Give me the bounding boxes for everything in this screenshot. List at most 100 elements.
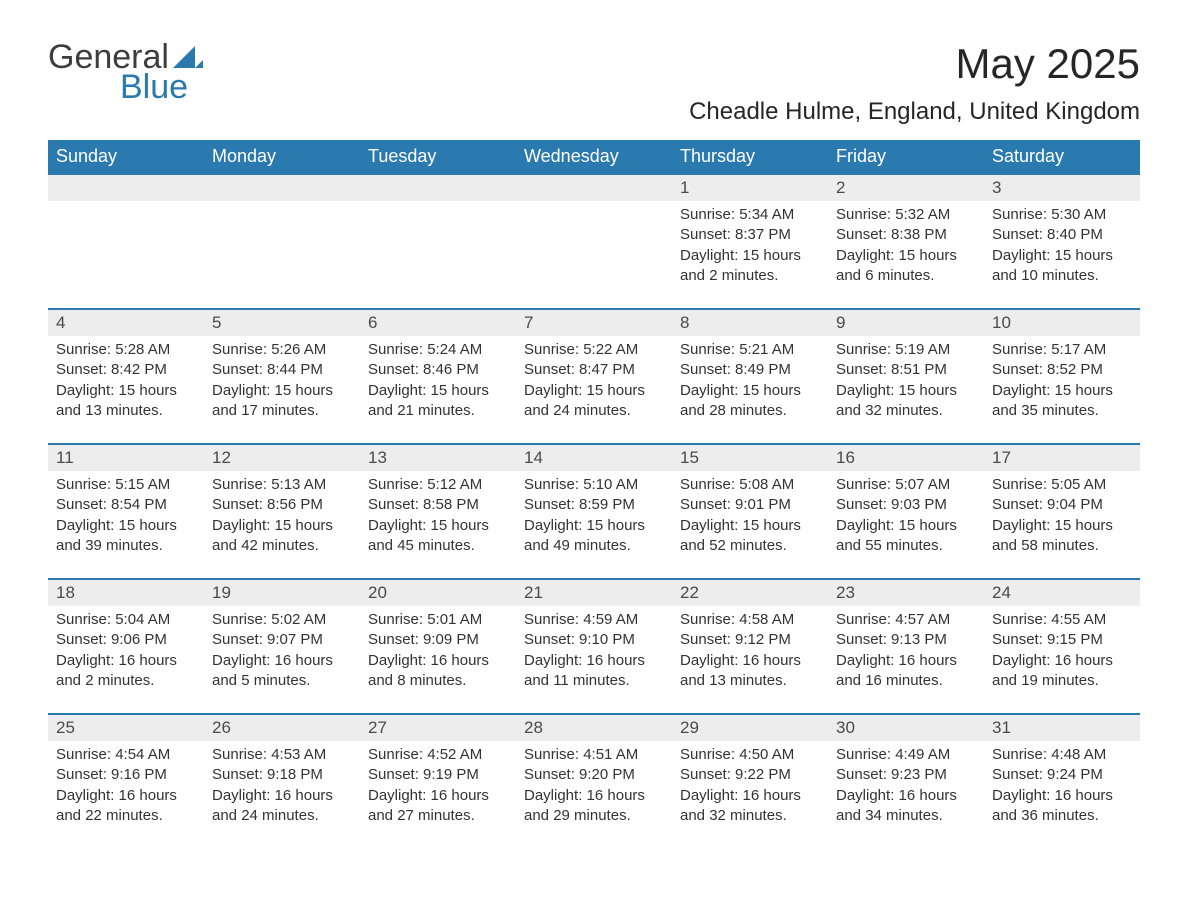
sunset-text: Sunset: 9:20 PM bbox=[524, 765, 664, 785]
day-cell: Sunrise: 5:15 AMSunset: 8:54 PMDaylight:… bbox=[48, 471, 204, 560]
day-cell: Sunrise: 5:24 AMSunset: 8:46 PMDaylight:… bbox=[360, 336, 516, 425]
sunrise-text: Sunrise: 4:54 AM bbox=[56, 745, 196, 765]
calendar-week: 18192021222324Sunrise: 5:04 AMSunset: 9:… bbox=[48, 578, 1140, 695]
sunrise-text: Sunrise: 5:13 AM bbox=[212, 475, 352, 495]
daylight-text: Daylight: 15 hours and 42 minutes. bbox=[212, 516, 352, 557]
day-number: 18 bbox=[48, 580, 204, 606]
daylight-text: Daylight: 15 hours and 52 minutes. bbox=[680, 516, 820, 557]
day-number: 25 bbox=[48, 715, 204, 741]
day-number: 5 bbox=[204, 310, 360, 336]
sunrise-text: Sunrise: 5:12 AM bbox=[368, 475, 508, 495]
sunset-text: Sunset: 9:19 PM bbox=[368, 765, 508, 785]
day-number: 11 bbox=[48, 445, 204, 471]
sunrise-text: Sunrise: 4:50 AM bbox=[680, 745, 820, 765]
sunrise-text: Sunrise: 5:15 AM bbox=[56, 475, 196, 495]
day-number bbox=[48, 175, 204, 201]
weekday-header: Friday bbox=[828, 140, 984, 173]
daylight-text: Daylight: 16 hours and 16 minutes. bbox=[836, 651, 976, 692]
day-number: 28 bbox=[516, 715, 672, 741]
day-cell bbox=[360, 201, 516, 290]
sunrise-text: Sunrise: 4:55 AM bbox=[992, 610, 1132, 630]
day-cell: Sunrise: 5:08 AMSunset: 9:01 PMDaylight:… bbox=[672, 471, 828, 560]
daylight-text: Daylight: 16 hours and 36 minutes. bbox=[992, 786, 1132, 827]
sunrise-text: Sunrise: 5:10 AM bbox=[524, 475, 664, 495]
sunrise-text: Sunrise: 4:52 AM bbox=[368, 745, 508, 765]
calendar-week: 25262728293031Sunrise: 4:54 AMSunset: 9:… bbox=[48, 713, 1140, 830]
logo-text: General Blue bbox=[48, 40, 203, 105]
calendar-week: 45678910Sunrise: 5:28 AMSunset: 8:42 PMD… bbox=[48, 308, 1140, 425]
daylight-text: Daylight: 16 hours and 22 minutes. bbox=[56, 786, 196, 827]
daylight-text: Daylight: 15 hours and 32 minutes. bbox=[836, 381, 976, 422]
sunrise-text: Sunrise: 5:01 AM bbox=[368, 610, 508, 630]
day-cell: Sunrise: 5:34 AMSunset: 8:37 PMDaylight:… bbox=[672, 201, 828, 290]
day-cell: Sunrise: 5:04 AMSunset: 9:06 PMDaylight:… bbox=[48, 606, 204, 695]
day-number: 16 bbox=[828, 445, 984, 471]
sunrise-text: Sunrise: 5:02 AM bbox=[212, 610, 352, 630]
day-number: 2 bbox=[828, 175, 984, 201]
day-cell: Sunrise: 4:59 AMSunset: 9:10 PMDaylight:… bbox=[516, 606, 672, 695]
weekday-header: Saturday bbox=[984, 140, 1140, 173]
day-cell: Sunrise: 4:57 AMSunset: 9:13 PMDaylight:… bbox=[828, 606, 984, 695]
day-cell: Sunrise: 5:02 AMSunset: 9:07 PMDaylight:… bbox=[204, 606, 360, 695]
sunrise-text: Sunrise: 4:49 AM bbox=[836, 745, 976, 765]
day-cell: Sunrise: 5:01 AMSunset: 9:09 PMDaylight:… bbox=[360, 606, 516, 695]
day-cell: Sunrise: 4:58 AMSunset: 9:12 PMDaylight:… bbox=[672, 606, 828, 695]
day-number: 27 bbox=[360, 715, 516, 741]
calendar-week: 123Sunrise: 5:34 AMSunset: 8:37 PMDaylig… bbox=[48, 173, 1140, 290]
daycontent-row: Sunrise: 5:04 AMSunset: 9:06 PMDaylight:… bbox=[48, 606, 1140, 695]
day-number: 17 bbox=[984, 445, 1140, 471]
sunset-text: Sunset: 9:18 PM bbox=[212, 765, 352, 785]
daycontent-row: Sunrise: 5:34 AMSunset: 8:37 PMDaylight:… bbox=[48, 201, 1140, 290]
daylight-text: Daylight: 16 hours and 13 minutes. bbox=[680, 651, 820, 692]
day-cell: Sunrise: 4:48 AMSunset: 9:24 PMDaylight:… bbox=[984, 741, 1140, 830]
sunrise-text: Sunrise: 5:04 AM bbox=[56, 610, 196, 630]
day-number: 21 bbox=[516, 580, 672, 606]
sunrise-text: Sunrise: 5:34 AM bbox=[680, 205, 820, 225]
sunset-text: Sunset: 9:01 PM bbox=[680, 495, 820, 515]
day-cell: Sunrise: 5:10 AMSunset: 8:59 PMDaylight:… bbox=[516, 471, 672, 560]
daylight-text: Daylight: 16 hours and 2 minutes. bbox=[56, 651, 196, 692]
day-number: 19 bbox=[204, 580, 360, 606]
day-number: 26 bbox=[204, 715, 360, 741]
sunrise-text: Sunrise: 4:58 AM bbox=[680, 610, 820, 630]
daylight-text: Daylight: 16 hours and 27 minutes. bbox=[368, 786, 508, 827]
day-cell: Sunrise: 5:21 AMSunset: 8:49 PMDaylight:… bbox=[672, 336, 828, 425]
calendar-week: 11121314151617Sunrise: 5:15 AMSunset: 8:… bbox=[48, 443, 1140, 560]
daylight-text: Daylight: 15 hours and 24 minutes. bbox=[524, 381, 664, 422]
sunrise-text: Sunrise: 5:08 AM bbox=[680, 475, 820, 495]
sunrise-text: Sunrise: 5:07 AM bbox=[836, 475, 976, 495]
weekday-header-row: Sunday Monday Tuesday Wednesday Thursday… bbox=[48, 140, 1140, 173]
day-cell: Sunrise: 5:28 AMSunset: 8:42 PMDaylight:… bbox=[48, 336, 204, 425]
sunrise-text: Sunrise: 5:30 AM bbox=[992, 205, 1132, 225]
day-cell: Sunrise: 5:30 AMSunset: 8:40 PMDaylight:… bbox=[984, 201, 1140, 290]
day-cell: Sunrise: 5:13 AMSunset: 8:56 PMDaylight:… bbox=[204, 471, 360, 560]
day-number: 4 bbox=[48, 310, 204, 336]
day-number: 30 bbox=[828, 715, 984, 741]
day-cell: Sunrise: 5:22 AMSunset: 8:47 PMDaylight:… bbox=[516, 336, 672, 425]
sunset-text: Sunset: 9:22 PM bbox=[680, 765, 820, 785]
sunset-text: Sunset: 9:07 PM bbox=[212, 630, 352, 650]
day-number bbox=[204, 175, 360, 201]
weekday-header: Thursday bbox=[672, 140, 828, 173]
daynum-row: 18192021222324 bbox=[48, 580, 1140, 606]
day-number: 3 bbox=[984, 175, 1140, 201]
weeks-container: 12 3 Sunrise: 5:34 AMSunset: 8:37 PMDaylig… bbox=[48, 173, 1140, 830]
daylight-text: Daylight: 15 hours and 17 minutes. bbox=[212, 381, 352, 422]
daylight-text: Daylight: 15 hours and 35 minutes. bbox=[992, 381, 1132, 422]
sunset-text: Sunset: 8:47 PM bbox=[524, 360, 664, 380]
daylight-text: Daylight: 15 hours and 2 minutes. bbox=[680, 246, 820, 287]
daylight-text: Daylight: 16 hours and 19 minutes. bbox=[992, 651, 1132, 692]
daylight-text: Daylight: 16 hours and 24 minutes. bbox=[212, 786, 352, 827]
day-number: 15 bbox=[672, 445, 828, 471]
sunrise-text: Sunrise: 4:59 AM bbox=[524, 610, 664, 630]
day-number: 12 bbox=[204, 445, 360, 471]
daylight-text: Daylight: 15 hours and 58 minutes. bbox=[992, 516, 1132, 557]
sunset-text: Sunset: 8:51 PM bbox=[836, 360, 976, 380]
sunrise-text: Sunrise: 5:05 AM bbox=[992, 475, 1132, 495]
daycontent-row: Sunrise: 5:28 AMSunset: 8:42 PMDaylight:… bbox=[48, 336, 1140, 425]
weekday-header: Monday bbox=[204, 140, 360, 173]
sunrise-text: Sunrise: 5:21 AM bbox=[680, 340, 820, 360]
sunset-text: Sunset: 8:54 PM bbox=[56, 495, 196, 515]
day-cell: Sunrise: 4:49 AMSunset: 9:23 PMDaylight:… bbox=[828, 741, 984, 830]
sunset-text: Sunset: 8:49 PM bbox=[680, 360, 820, 380]
